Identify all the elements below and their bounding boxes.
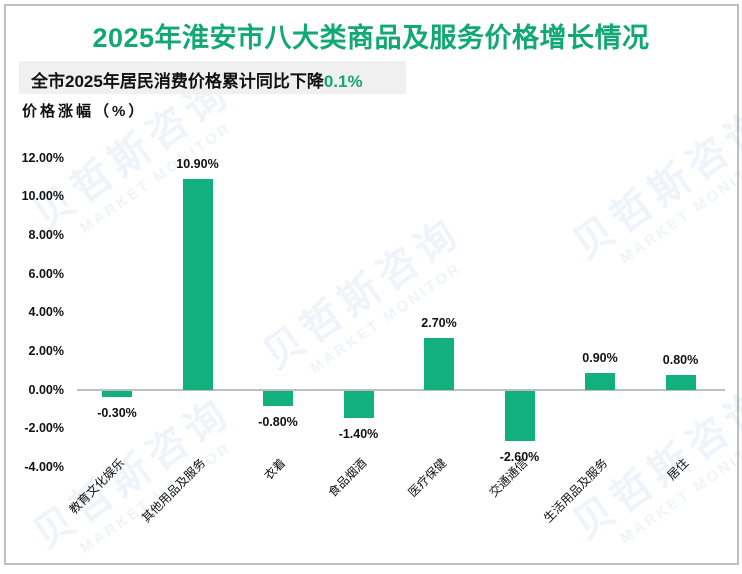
bar	[182, 179, 213, 390]
data-label: 0.90%	[582, 350, 618, 365]
y-tick: 6.00%	[28, 267, 64, 281]
y-tick: 2.00%	[28, 344, 64, 358]
subtitle-box: 全市2025年居民消费价格累计同比下降0.1%	[19, 61, 406, 94]
bar	[102, 391, 132, 397]
data-label: 10.90%	[176, 157, 219, 172]
y-tick: 12.00%	[21, 151, 64, 165]
bar	[424, 337, 454, 390]
bar	[263, 391, 293, 407]
data-label: 0.80%	[662, 352, 699, 367]
subtitle-highlight-value: 0.1%	[323, 72, 363, 91]
y-tick: -4.00%	[24, 460, 64, 474]
data-label: -2.60%	[499, 450, 540, 465]
data-label: 2.70%	[421, 315, 457, 330]
data-label: -0.30%	[97, 405, 137, 420]
zero-axis-line	[77, 389, 725, 391]
y-tick: -2.00%	[24, 421, 64, 435]
bar	[343, 391, 374, 419]
subtitle-text: 全市2025年居民消费价格累计同比下降	[31, 72, 324, 91]
data-label: -0.80%	[258, 415, 298, 430]
y-tick: 8.00%	[28, 228, 64, 242]
chart-subtitle: 全市2025年居民消费价格累计同比下降0.1%	[31, 67, 363, 92]
y-tick: 4.00%	[28, 305, 64, 319]
chart-title: 2025年淮安市八大类商品及服务价格增长情况	[92, 23, 650, 53]
data-label: -1.40%	[338, 427, 379, 442]
bar	[504, 391, 535, 442]
bar	[665, 374, 696, 390]
y-tick: 0.00%	[28, 383, 64, 397]
y-tick: 10.00%	[21, 189, 64, 203]
y-axis-label: 价格涨幅（%）	[22, 103, 147, 120]
chart-frame	[4, 4, 739, 565]
bar	[585, 372, 615, 390]
